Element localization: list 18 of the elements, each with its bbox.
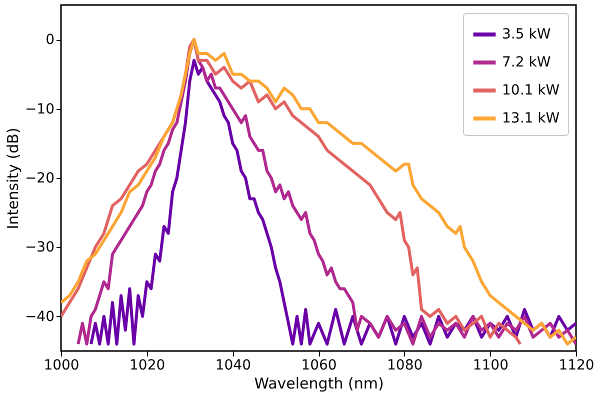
legend-label: 3.5 kW bbox=[502, 26, 551, 42]
y-tick-label: −30 bbox=[24, 240, 54, 256]
legend-label: 13.1 kW bbox=[502, 110, 560, 126]
y-tick-label: −20 bbox=[24, 170, 54, 186]
legend-label: 7.2 kW bbox=[502, 54, 551, 70]
y-tick-label: −40 bbox=[24, 308, 54, 325]
x-tick-label: 1080 bbox=[387, 358, 423, 374]
y-tick-label: 0 bbox=[46, 32, 54, 48]
legend-label: 10.1 kW bbox=[502, 82, 560, 98]
y-tick-label: −10 bbox=[24, 101, 54, 118]
y-axis-title: Intensity (dB) bbox=[4, 128, 22, 230]
x-tick-label: 1060 bbox=[301, 358, 337, 374]
x-tick-label: 1100 bbox=[472, 358, 508, 374]
x-axis-title: Wavelength (nm) bbox=[254, 374, 384, 392]
x-tick-label: 1020 bbox=[130, 358, 166, 374]
x-tick-label: 1120 bbox=[558, 358, 594, 374]
x-tick-label: 1000 bbox=[44, 358, 80, 374]
x-tick-label: 1040 bbox=[215, 358, 251, 374]
